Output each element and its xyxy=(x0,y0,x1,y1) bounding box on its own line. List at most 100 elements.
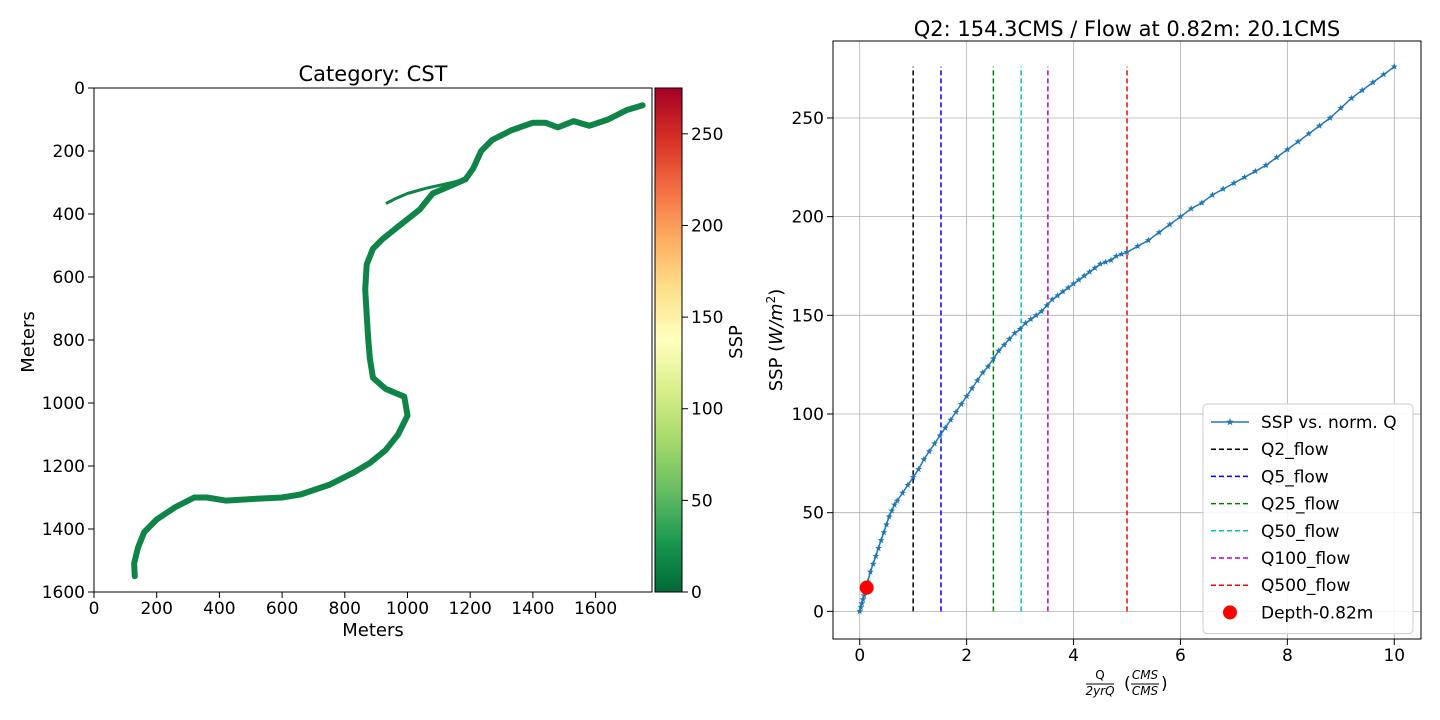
ssp-data-point xyxy=(1305,130,1313,137)
curve-x-tick-label: 0 xyxy=(854,646,865,666)
map-y-tick-label: 1600 xyxy=(42,583,85,603)
ssp-data-point xyxy=(1027,315,1035,323)
depth-point-group xyxy=(859,580,874,595)
legend-swatch xyxy=(1223,605,1237,620)
ssp-data-point xyxy=(1038,307,1045,315)
ssp-data-point xyxy=(1155,228,1163,236)
depth-point xyxy=(859,580,874,595)
ssp-data-point xyxy=(891,501,898,508)
svg-text:SSP (W/m2): SSP (W/m2) xyxy=(764,289,787,392)
ssp-data-point xyxy=(904,481,912,488)
map-y-ticks: 0 200 400 600 800 1000 1200 1400 1600 xyxy=(42,79,94,603)
map-x-tick-label: 1600 xyxy=(574,599,617,619)
map-y-tick-label: 1000 xyxy=(42,394,85,414)
ssp-data-point xyxy=(1241,173,1249,181)
curve-x-tick-label: 2 xyxy=(961,646,972,666)
ssp-data-point xyxy=(1358,86,1366,94)
river-channel xyxy=(131,102,646,580)
ssp-data-point xyxy=(1102,258,1110,265)
ssp-series xyxy=(856,63,1398,615)
ssp-data-point xyxy=(1005,335,1013,342)
ssp-data-point xyxy=(1118,250,1126,258)
ssp-data-point xyxy=(1075,276,1083,283)
curve-y-tick-label: 0 xyxy=(813,602,824,622)
map-y-tick-label: 600 xyxy=(53,268,85,288)
ssp-data-point xyxy=(1011,329,1019,336)
river-side-channel xyxy=(385,177,467,205)
legend-entry: SSP vs. norm. Q xyxy=(1211,413,1397,433)
ssp-data-point xyxy=(1043,301,1051,309)
legend-box xyxy=(1202,403,1414,635)
colorbar-label: SSP xyxy=(726,325,747,359)
map-frame xyxy=(93,87,653,593)
ssp-data-point xyxy=(984,363,992,370)
colorbar-tick-label: 200 xyxy=(691,216,723,236)
colorbar: 0 50 100 150 200 250 SSP xyxy=(654,87,747,603)
flow-reference-lines xyxy=(912,66,1128,612)
ssp-data-point xyxy=(1096,260,1104,267)
curve-frame xyxy=(832,40,1422,640)
ssp-data-point xyxy=(1107,256,1115,263)
ssp-data-point xyxy=(1369,78,1377,86)
ssp-data-point xyxy=(957,400,965,408)
legend-label: Q2_flow xyxy=(1261,440,1329,460)
ssp-data-point xyxy=(995,347,1003,354)
curve-x-tick-label: 10 xyxy=(1383,646,1405,666)
map-y-tick-label: 1200 xyxy=(42,457,85,477)
legend-entry: Q5_flow xyxy=(1211,467,1329,487)
colorbar-tick-label: 250 xyxy=(691,125,723,145)
ssp-data-point xyxy=(1187,205,1195,212)
ssp-data-point xyxy=(973,376,981,384)
map-plot-area xyxy=(131,102,646,580)
svg-text:): ) xyxy=(1161,674,1168,694)
ssp-data-point xyxy=(1390,63,1398,70)
legend-entry: Q500_flow xyxy=(1211,576,1350,596)
ssp-data-point xyxy=(1123,248,1131,256)
ssp-data-point xyxy=(1070,280,1077,287)
map-y-tick-label: 200 xyxy=(53,142,85,162)
curve-x-axis-label: Q 2yrQ ( CMS CMS ) xyxy=(1085,668,1167,698)
legend-entry: Q100_flow xyxy=(1211,549,1350,569)
map-x-ticks: 0 200 400 600 800 1000 1200 1400 1600 xyxy=(89,592,617,619)
colorbar-ticks: 0 50 100 150 200 250 xyxy=(682,125,723,603)
svg-text:CMS: CMS xyxy=(1132,684,1159,698)
curve-y-axis-label: SSP (W/m2) xyxy=(764,289,787,392)
map-x-tick-label: 400 xyxy=(203,599,235,619)
ssp-data-point xyxy=(1144,236,1152,244)
ssp-data-point xyxy=(877,536,885,544)
ssp-data-point xyxy=(920,455,928,463)
ssp-data-point xyxy=(893,497,901,504)
legend-label: Q25_flow xyxy=(1261,495,1340,515)
ssp-data-point xyxy=(963,392,971,400)
ssp-data-point xyxy=(1273,153,1281,161)
svg-text:Q: Q xyxy=(1095,668,1104,682)
ssp-data-point xyxy=(1091,264,1099,271)
curve-title: Q2: 154.3CMS / Flow at 0.82m: 20.1CMS xyxy=(914,17,1341,41)
svg-text:CMS: CMS xyxy=(1132,668,1159,682)
curve-x-ticks: 0 2 4 6 8 10 xyxy=(854,639,1405,666)
ssp-data-point xyxy=(858,599,866,607)
ssp-data-point xyxy=(1064,284,1072,291)
map-x-tick-label: 600 xyxy=(266,599,298,619)
legend-entry: Depth-0.82m xyxy=(1223,603,1373,623)
ssp-data-point xyxy=(875,544,882,552)
map-x-tick-label: 0 xyxy=(89,599,100,619)
ssp-data-point xyxy=(1337,104,1345,112)
ssp-data-point xyxy=(885,513,893,520)
ssp-data-point xyxy=(1380,70,1388,78)
legend-label: Q50_flow xyxy=(1261,522,1340,542)
ssp-data-point xyxy=(1016,325,1024,333)
ssp-data-point xyxy=(856,607,864,615)
curve-y-tick-label: 200 xyxy=(792,208,824,228)
ssp-data-point xyxy=(968,384,976,392)
map-x-tick-label: 200 xyxy=(140,599,172,619)
ssp-data-point xyxy=(941,424,949,431)
colorbar-tick-label: 0 xyxy=(691,583,702,603)
curve-y-tick-label: 100 xyxy=(792,405,824,425)
ssp-data-point xyxy=(1032,311,1040,319)
colorbar-tick-label: 100 xyxy=(691,400,723,420)
curve-x-tick-label: 4 xyxy=(1068,646,1079,666)
ssp-data-point xyxy=(1054,291,1061,299)
ssp-data-point xyxy=(1294,138,1302,145)
ssp-data-point xyxy=(925,447,933,455)
